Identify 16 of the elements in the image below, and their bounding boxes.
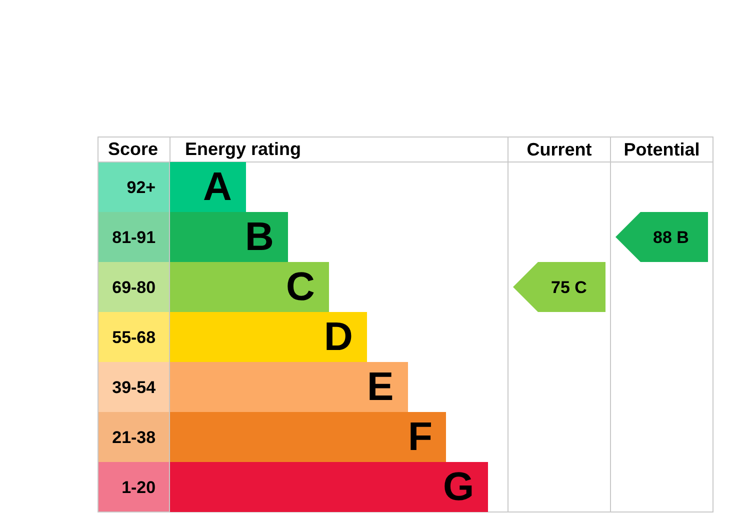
annotation: F xyxy=(408,415,432,459)
y-tick-label: 81-91 xyxy=(112,228,156,247)
annotation: E xyxy=(367,365,394,409)
annotation: C xyxy=(286,265,315,309)
annotation: G xyxy=(443,465,474,509)
y-tick-label: 21-38 xyxy=(112,428,156,447)
y-tick-label: 69-80 xyxy=(112,278,156,297)
annotation: D xyxy=(324,315,353,359)
y-tick-label: 39-54 xyxy=(112,378,156,397)
y-tick-label: 1-20 xyxy=(122,478,156,497)
annotation: B xyxy=(245,215,274,259)
y-axis-title: Score xyxy=(108,139,158,159)
y-tick-label: 92+ xyxy=(126,178,156,197)
y-tick-label: 55-68 xyxy=(112,328,156,347)
annotation: A xyxy=(203,165,232,209)
x-axis-title: Energy rating xyxy=(185,139,302,159)
